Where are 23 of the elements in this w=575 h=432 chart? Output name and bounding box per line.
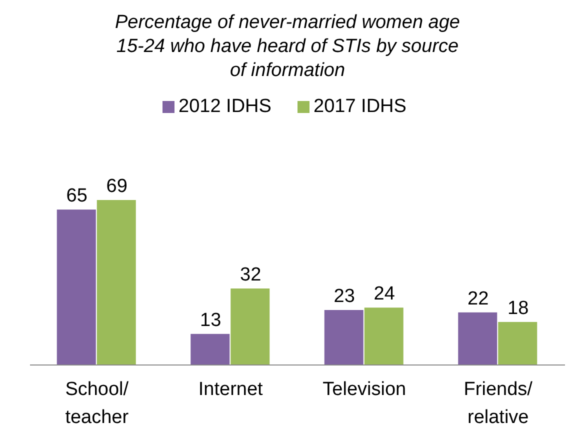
data-label: 18 <box>508 298 529 319</box>
bar <box>498 322 538 365</box>
data-label: 65 <box>66 186 88 207</box>
legend-label: 2017 IDHS <box>314 96 406 117</box>
x-tick-label: Friends/relative <box>464 379 534 428</box>
x-tick-label: School/teacher <box>65 379 130 428</box>
legend-label: 2012 IDHS <box>178 96 272 117</box>
bar <box>96 200 136 365</box>
data-label: 24 <box>374 284 396 305</box>
data-label: 22 <box>468 288 489 310</box>
bar <box>364 308 404 365</box>
bar <box>230 288 270 365</box>
chart-title: Percentage of never-married women age 15-24 who have heard of STIs by source of information <box>114 12 460 81</box>
data-label: 69 <box>106 176 128 197</box>
bar <box>324 310 364 365</box>
data-label: 23 <box>334 286 355 307</box>
x-tick-label: Television <box>322 379 406 400</box>
data-label: 32 <box>240 264 262 286</box>
data-label: 13 <box>200 310 222 331</box>
bar <box>56 210 96 365</box>
bar <box>190 334 230 365</box>
x-tick-label: Internet <box>198 379 264 400</box>
bar <box>458 312 498 365</box>
